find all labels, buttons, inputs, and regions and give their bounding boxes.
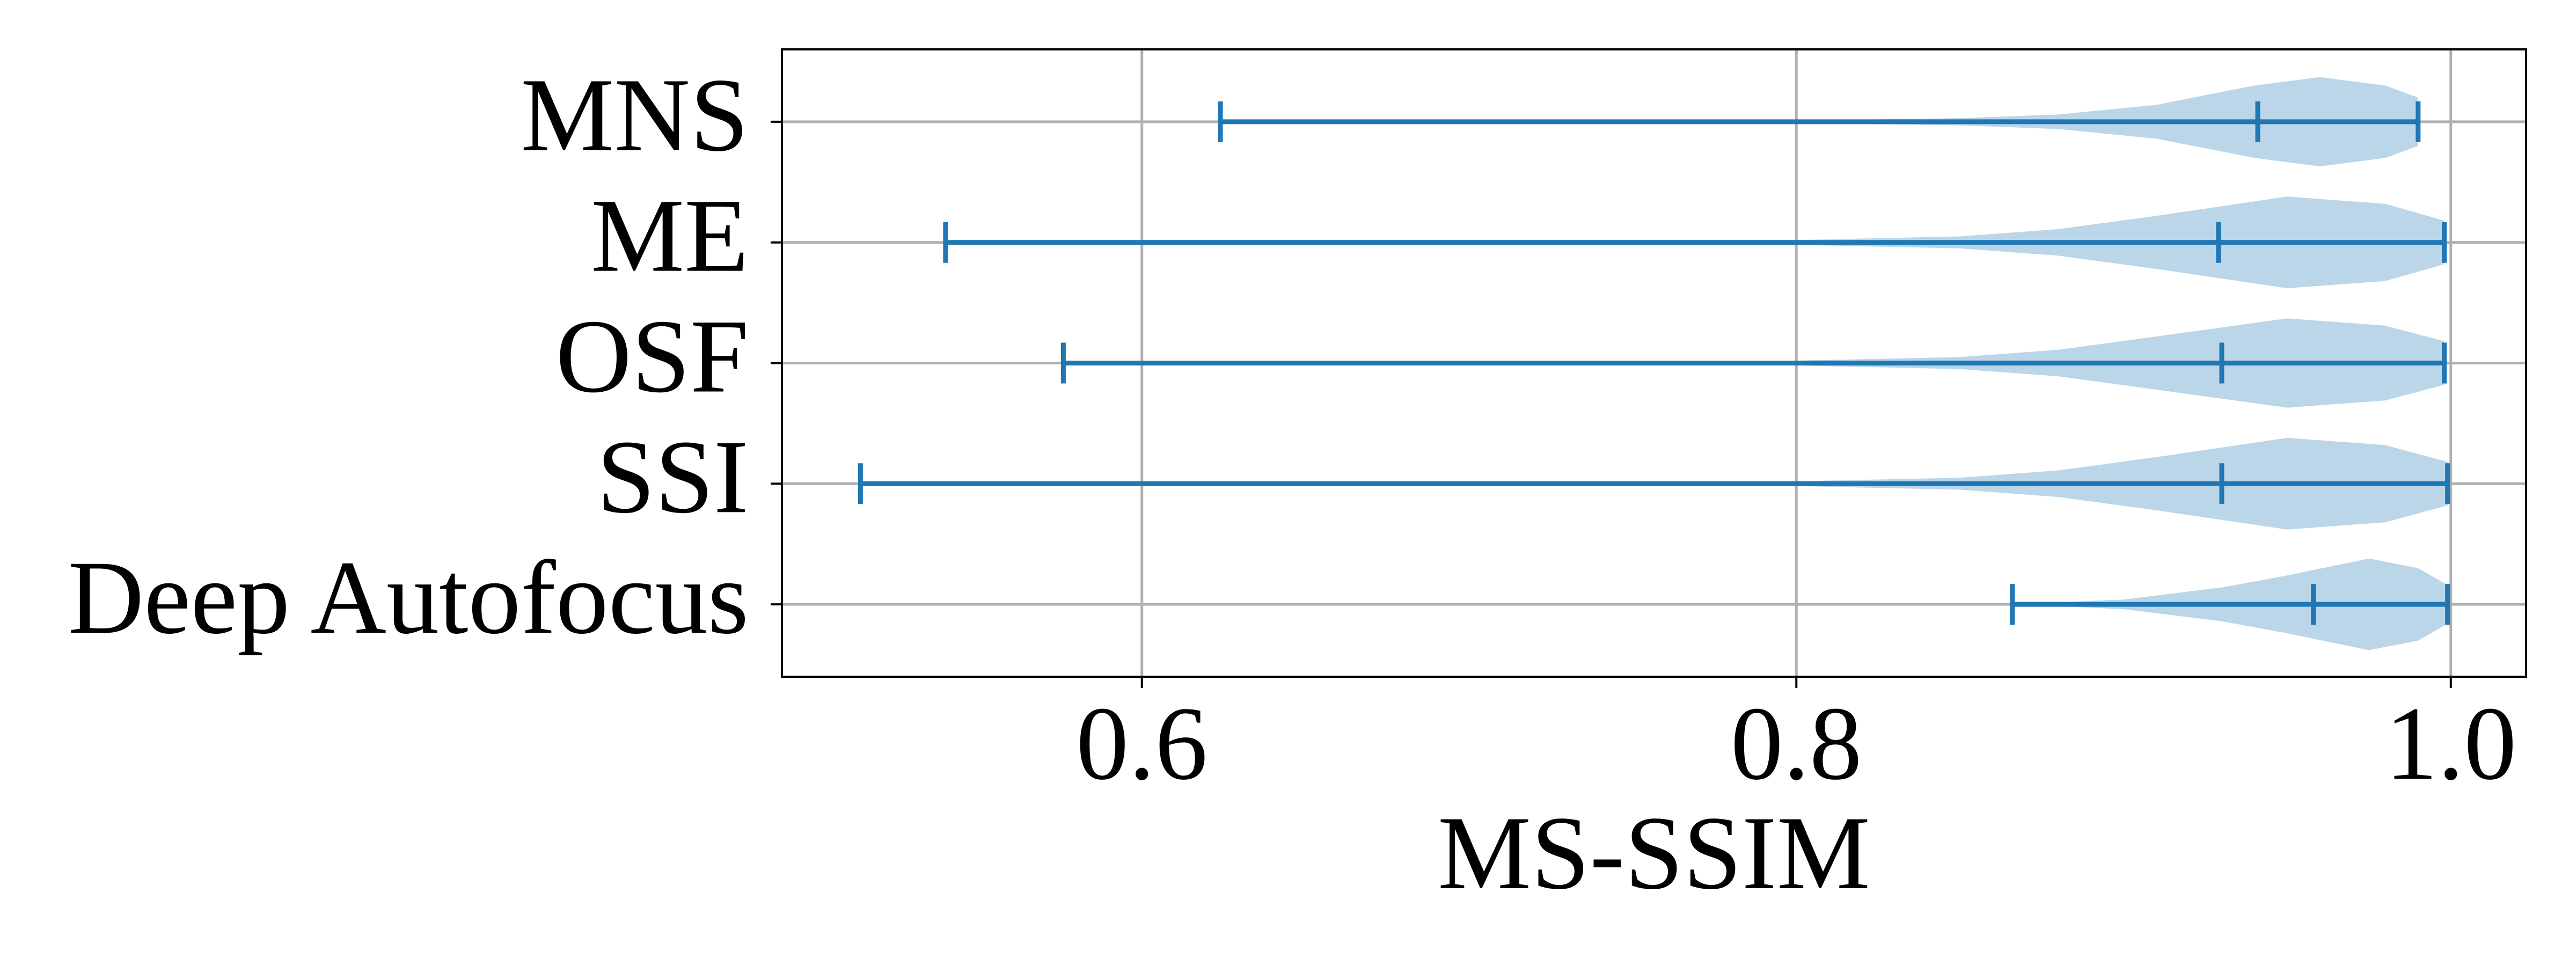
y-tick-label: MNS: [521, 57, 749, 173]
y-tick-label: OSF: [555, 298, 749, 414]
y-tick-label: Deep Autofocus: [68, 539, 749, 656]
x-tick-label: 1.0: [2385, 685, 2516, 802]
x-tick-label: 0.6: [1076, 685, 1208, 802]
plot-frame: [781, 48, 2527, 678]
y-tick-label: ME: [591, 178, 749, 294]
y-tick-label: SSI: [597, 419, 749, 535]
x-axis-label: MS-SSIM: [1438, 795, 1870, 911]
x-tick-label: 0.8: [1731, 685, 1862, 802]
